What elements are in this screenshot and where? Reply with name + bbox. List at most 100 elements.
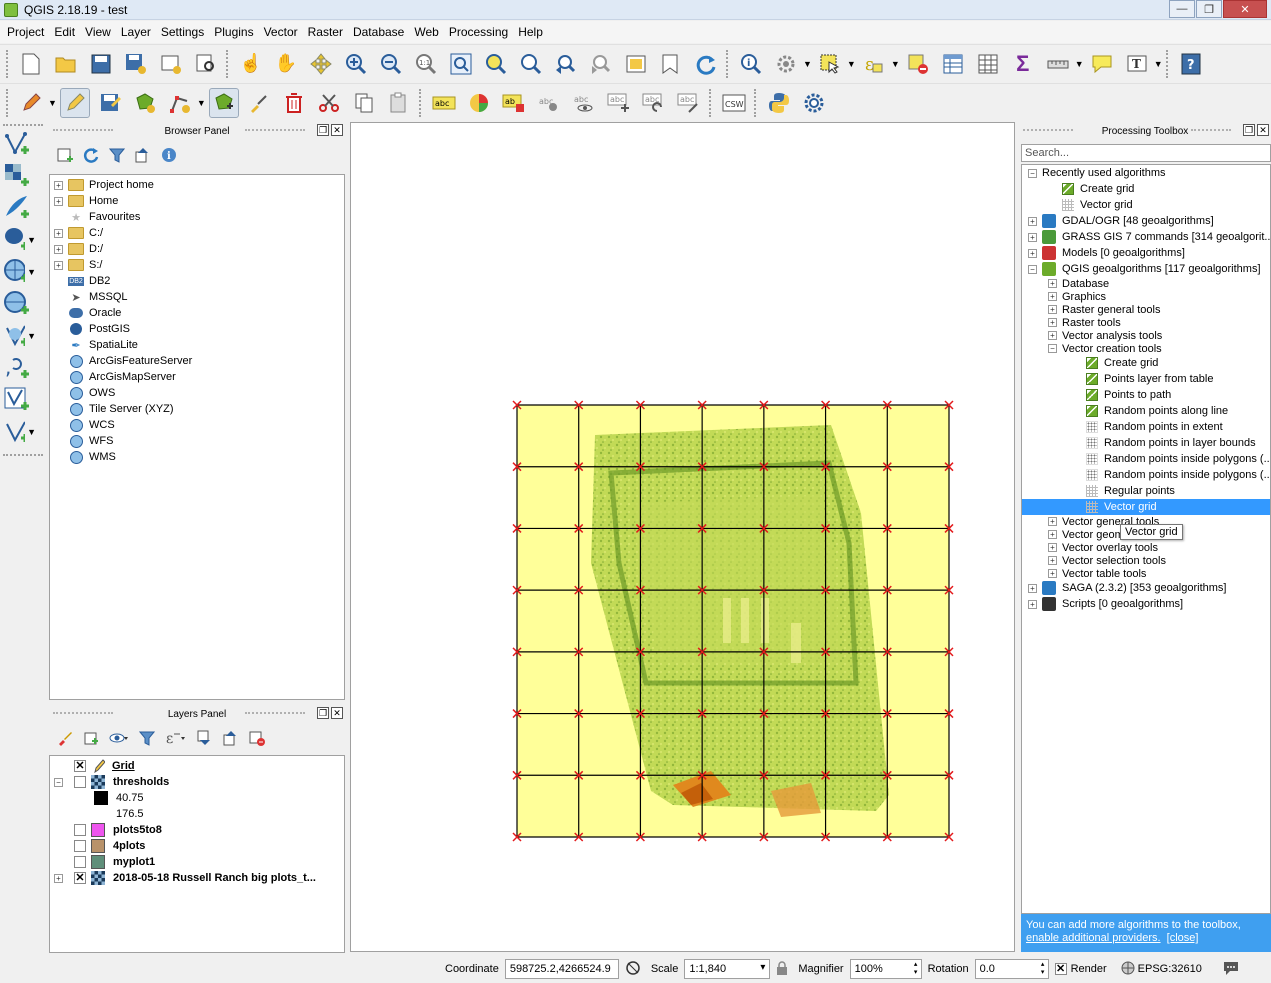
open-project-icon[interactable]	[51, 49, 81, 79]
magnifier-spinbox[interactable]: 100%	[849, 959, 922, 979]
toolbar-grip[interactable]	[418, 88, 423, 117]
algorithm-group[interactable]: + Database	[1022, 277, 1270, 290]
browser-item[interactable]: ✒ SpatiaLite	[54, 337, 344, 353]
expand-icon[interactable]: +	[1048, 543, 1057, 552]
new-project-icon[interactable]	[16, 49, 46, 79]
add-spatialite-layer-icon[interactable]	[3, 192, 39, 224]
collapse-all-icon[interactable]	[223, 730, 239, 749]
toggle-extents-icon[interactable]	[625, 960, 641, 979]
refresh-icon[interactable]	[691, 49, 721, 79]
processing-search-input[interactable]: Search...	[1021, 144, 1271, 162]
style-layer-icon[interactable]	[57, 730, 73, 749]
save-as-icon[interactable]	[121, 49, 151, 79]
algorithm-item[interactable]: Regular points	[1022, 483, 1270, 499]
layer-item[interactable]: ✕ Grid	[54, 758, 344, 774]
toolbar-grip[interactable]	[6, 49, 10, 78]
crs-globe-icon[interactable]	[1121, 961, 1135, 978]
text-annotation-icon[interactable]: T	[1122, 49, 1152, 79]
expand-icon[interactable]: +	[1048, 279, 1057, 288]
algorithm-item[interactable]: Vector grid	[1022, 197, 1270, 213]
browser-item[interactable]: + C:/	[54, 225, 344, 241]
expand-icon[interactable]: +	[54, 260, 63, 270]
algorithm-item[interactable]: Random points along line	[1022, 403, 1270, 419]
toolbar-grip[interactable]	[1165, 49, 1170, 78]
add-feature-icon[interactable]	[130, 88, 160, 118]
expand-icon[interactable]: +	[1048, 305, 1057, 314]
dropdown-arrow-icon[interactable]: ▼	[846, 58, 856, 69]
expand-icon[interactable]: +	[1048, 530, 1057, 539]
add-selected-layers-icon[interactable]	[57, 147, 73, 166]
layer-labeling-icon[interactable]: abc	[429, 88, 459, 118]
toolbar-grip[interactable]	[708, 88, 713, 117]
node-tool-scissors-icon[interactable]	[244, 88, 274, 118]
new-bookmark-icon[interactable]	[656, 49, 686, 79]
add-wms-layer-icon[interactable]: ▼	[3, 256, 39, 288]
algorithm-group[interactable]: + Graphics	[1022, 290, 1270, 303]
change-label-icon[interactable]: abc	[674, 88, 704, 118]
field-calculator-icon[interactable]	[973, 49, 1003, 79]
add-delimited-text-icon[interactable]: ,	[3, 352, 39, 384]
menu-plugins[interactable]: Plugins	[214, 25, 254, 39]
toolbar-grip[interactable]	[226, 49, 230, 78]
expand-icon[interactable]: +	[54, 180, 63, 190]
menu-edit[interactable]: Edit	[54, 25, 76, 39]
algorithm-group[interactable]: + Raster tools	[1022, 316, 1270, 329]
layer-visibility-checkbox[interactable]	[74, 824, 86, 836]
float-panel-icon[interactable]: ❐	[317, 124, 329, 136]
expand-icon[interactable]: +	[54, 196, 63, 206]
highlight-pinned-icon[interactable]: abc	[534, 88, 564, 118]
python-console-icon[interactable]	[764, 88, 794, 118]
algorithm-item[interactable]: Random points inside polygons (...	[1022, 451, 1270, 467]
pan-icon[interactable]: ✋	[274, 53, 298, 73]
map-render[interactable]	[351, 123, 1015, 952]
filter-icon[interactable]	[108, 147, 126, 166]
provider-group[interactable]: − QGIS geoalgorithms [117 geoalgorithms]	[1022, 261, 1270, 277]
toolbar-grip[interactable]	[3, 124, 43, 128]
layers-tree[interactable]: ✕ Grid − thresholds 40.75 176.5 plots5to8 4plot…	[49, 755, 345, 953]
expand-icon[interactable]: +	[1028, 599, 1037, 609]
expand-icon[interactable]: −	[1028, 264, 1037, 274]
recent-algorithms-group[interactable]: − Recently used algorithms	[1022, 165, 1270, 181]
node-tool-icon[interactable]	[165, 88, 195, 118]
statistics-sum-icon[interactable]: Σ	[1016, 50, 1030, 76]
toolbar-grip[interactable]	[6, 88, 10, 117]
algorithm-group[interactable]: − Vector creation tools	[1022, 342, 1270, 355]
zoom-out-icon[interactable]	[376, 49, 406, 79]
toggle-editing-icon[interactable]	[59, 87, 90, 118]
save-project-icon[interactable]	[86, 49, 116, 79]
move-feature-icon[interactable]	[208, 87, 239, 118]
touch-zoom-icon[interactable]: ☝	[239, 53, 263, 73]
algorithm-group[interactable]: + Raster general tools	[1022, 303, 1270, 316]
browser-tree[interactable]: + Project home + Home ★ Favourites + C:/ + D:/ + S:…	[49, 174, 345, 700]
expand-icon[interactable]: +	[1048, 556, 1057, 565]
close-panel-icon[interactable]: ✕	[331, 707, 343, 719]
algorithm-group[interactable]: + Vector analysis tools	[1022, 329, 1270, 342]
lock-scale-icon[interactable]	[776, 960, 788, 978]
rotate-label-icon[interactable]: abc	[639, 88, 669, 118]
menu-project[interactable]: Project	[7, 25, 45, 39]
close-button[interactable]: ✕	[1223, 0, 1267, 18]
browser-item[interactable]: Tile Server (XYZ)	[54, 401, 344, 417]
dropdown-arrow-icon[interactable]: ▼	[48, 97, 57, 108]
browser-item[interactable]: ArcGisMapServer	[54, 369, 344, 385]
algorithm-group[interactable]: + Vector overlay tools	[1022, 541, 1270, 554]
provider-group[interactable]: + GRASS GIS 7 commands [314 geoalgorit...	[1022, 229, 1270, 245]
layer-visibility-checkbox[interactable]	[74, 776, 86, 788]
browser-item[interactable]: DB2 DB2	[54, 273, 344, 289]
show-hide-labels-icon[interactable]: abc	[569, 88, 599, 118]
algorithm-group[interactable]: + Vector table tools	[1022, 567, 1270, 580]
browser-panel-titlebar[interactable]: Browser Panel ❐ ✕	[49, 122, 345, 140]
identify-icon[interactable]: i	[736, 49, 766, 79]
layers-panel-titlebar[interactable]: Layers Panel ❐ ✕	[49, 705, 345, 723]
provider-group[interactable]: + Models [0 geoalgorithms]	[1022, 245, 1270, 261]
coordinate-field[interactable]: 598725.2,4266524.9	[504, 959, 619, 979]
attribute-table-icon[interactable]	[938, 49, 968, 79]
expand-icon[interactable]: +	[1048, 331, 1057, 340]
browser-item[interactable]: + D:/	[54, 241, 344, 257]
zoom-native-icon[interactable]: 1:1	[411, 49, 441, 79]
close-info-link[interactable]: [close]	[1166, 932, 1199, 944]
provider-group[interactable]: + Scripts [0 geoalgorithms]	[1022, 596, 1270, 612]
dropdown-arrow-icon[interactable]: ▼	[196, 97, 206, 108]
layer-visibility-checkbox[interactable]: ✕	[74, 760, 86, 772]
add-postgis-layer-icon[interactable]: ▼	[3, 224, 39, 256]
